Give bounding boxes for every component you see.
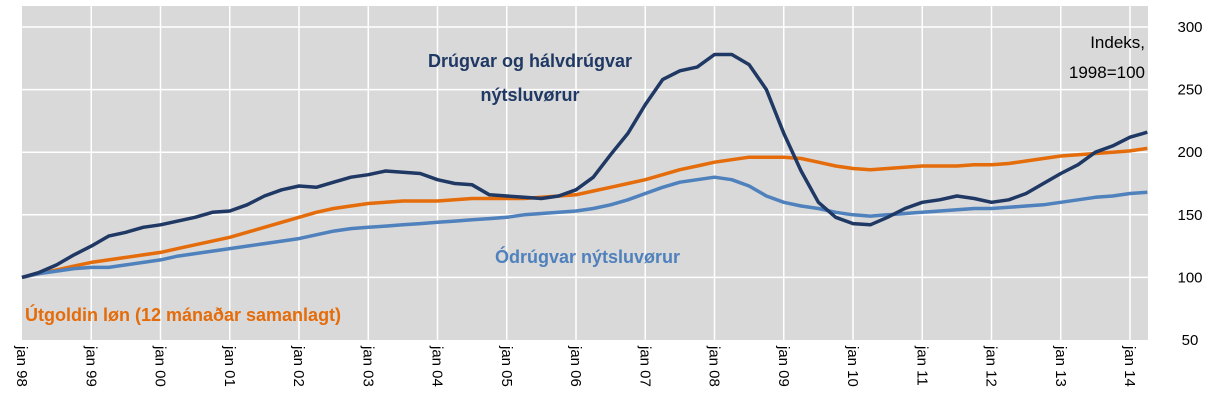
plot-background xyxy=(22,6,1148,340)
x-tick-label: jan 09 xyxy=(775,345,792,387)
x-tick-label: jan 07 xyxy=(636,345,653,387)
x-tick-label: jan 08 xyxy=(706,345,723,387)
y-tick-label: 150 xyxy=(1177,207,1202,224)
x-tick-label: jan 98 xyxy=(13,345,30,387)
y-tick-label: 50 xyxy=(1182,332,1199,349)
x-tick-label: jan 13 xyxy=(1052,345,1069,387)
y-tick-label: 250 xyxy=(1177,82,1202,99)
x-tick-label: jan 14 xyxy=(1121,345,1138,387)
series-label: Ódrúgvar nýtsluvørur xyxy=(495,247,681,267)
x-tick-label: jan 99 xyxy=(82,345,99,387)
x-tick-label: jan 12 xyxy=(983,345,1000,387)
x-tick-label: jan 03 xyxy=(359,345,376,387)
series-line xyxy=(21,175,1148,280)
x-tick-label: jan 04 xyxy=(429,345,446,387)
series-label: Drúgvar og hálvdrúgvar nýtsluvørur xyxy=(427,51,633,105)
x-tick-label: jan 02 xyxy=(290,345,307,387)
x-tick-label: jan 05 xyxy=(498,345,515,387)
y-axis-label: Indeks, 1998=100 xyxy=(1068,33,1145,82)
series-label: Útgoldin løn (12 mánaðar samanlagt) xyxy=(25,305,342,325)
x-tick-label: jan 11 xyxy=(913,345,930,386)
x-tick-label: jan 10 xyxy=(844,345,861,387)
y-tick-label: 100 xyxy=(1177,269,1202,286)
series-line xyxy=(21,146,1148,280)
y-tick-label: 200 xyxy=(1177,144,1202,161)
x-tick-label: jan 00 xyxy=(152,345,169,387)
series-line xyxy=(21,52,1148,280)
y-tick-label: 300 xyxy=(1177,19,1202,36)
x-tick-label: jan 01 xyxy=(221,345,238,387)
x-tick-label: jan 06 xyxy=(567,345,584,387)
